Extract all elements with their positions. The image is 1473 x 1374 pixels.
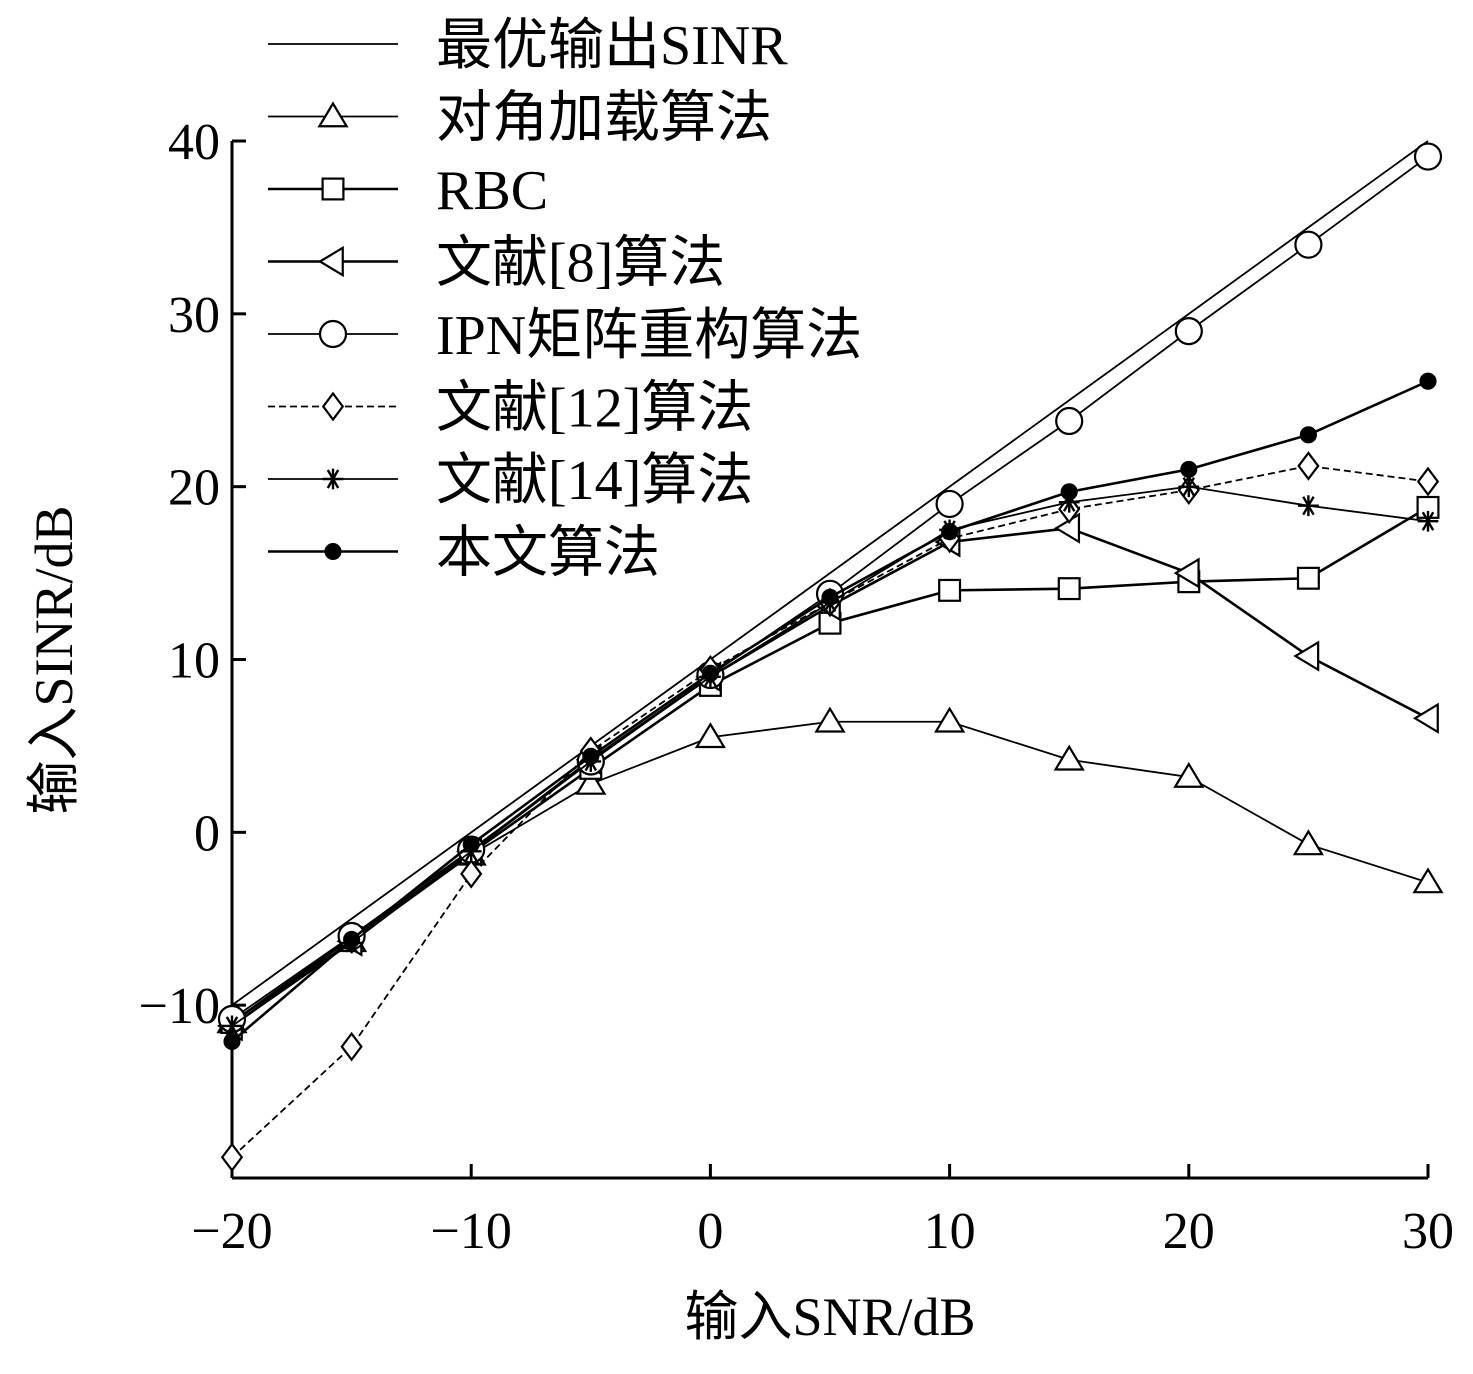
data-point [1412,702,1439,734]
legend-marker [321,391,345,422]
data-point [694,722,726,749]
legend-label: 文献[12]算法 [436,378,753,440]
data-point [821,588,839,606]
data-point [814,706,846,733]
x-tick-label: 0 [697,1203,723,1260]
y-tick-label: 0 [194,805,220,862]
legend-item: 对角加载算法 [268,88,772,150]
data-point [1173,557,1200,589]
legend-item: IPN矩阵重构算法 [268,305,862,367]
data-point [1292,829,1324,856]
legend-item: 最优输出SINR [268,15,788,77]
series-line [231,720,1429,1024]
series-0 [231,140,1429,1006]
legend-label: 对角加载算法 [436,88,772,150]
data-point [343,930,361,949]
data-point [1297,451,1320,481]
data-point [701,664,719,682]
y-tick-label: 20 [168,460,220,517]
data-point [941,523,959,541]
data-point [1416,466,1440,497]
axes: −20 −10 0 10 20 30 −10 0 10 20 30 40 [139,114,1454,1260]
data-point [1060,483,1078,501]
data-point [340,1031,363,1062]
x-tick-label: −10 [431,1203,512,1260]
x-tick-label: 30 [1402,1203,1454,1260]
data-point [1293,640,1320,672]
legend-item: 文献[12]算法 [268,378,753,440]
legend-label: 文献[14]算法 [436,450,753,512]
series-line [231,140,1429,1006]
x-tick-label: 20 [1163,1203,1215,1260]
legend-label: 文献[8]算法 [436,233,725,295]
legend-label: IPN矩阵重构算法 [436,305,862,367]
series-2 [220,495,1440,1034]
legend-item: 文献[8]算法 [268,233,725,295]
data-point [1417,510,1439,532]
legend-marker [317,245,344,278]
data-point [582,747,600,765]
data-point [1053,744,1085,771]
data-point [1057,577,1081,601]
data-point [1419,372,1437,390]
series-line [231,485,1429,1027]
series-5 [220,451,1440,1173]
series-6 [221,476,1439,1037]
data-point [221,1015,243,1037]
legend-marker [321,177,345,201]
data-point [1180,460,1198,478]
data-point [220,1142,244,1173]
x-tick-label: 10 [924,1203,976,1260]
legend-marker [322,468,344,490]
legend-item: 本文算法 [268,523,660,585]
y-tick-label: 30 [168,287,220,344]
data-point [223,1032,241,1051]
data-point [575,768,607,795]
y-tick-label: 10 [168,633,220,690]
data-point [1413,142,1443,171]
legend-label: RBC [436,160,548,222]
legend-item: 文献[14]算法 [268,450,753,512]
series-layer [216,140,1444,1173]
x-tick-label: −20 [191,1203,272,1260]
y-tick-label: 40 [168,114,220,171]
legend-item: RBC [268,160,548,222]
data-point [1174,317,1203,346]
data-point [1178,476,1200,498]
legend-marker [324,542,342,561]
legend-marker [317,101,349,128]
legend: 最优输出SINR 对角加载算法 RBC 文献[8]算法 IPN矩阵重构算法文献[12]算… [268,15,862,585]
legend-label: 本文算法 [436,523,660,585]
series-7 [223,372,1437,1051]
y-axis-title: 输入SINR/dB [24,505,84,814]
series-1 [216,706,1444,1034]
data-point [1412,867,1444,894]
x-axis-title: 输入SNR/dB [684,1287,975,1347]
data-point [1296,566,1320,590]
legend-marker [318,319,348,349]
data-point [935,489,964,519]
data-point [1298,495,1319,517]
data-point [1294,230,1323,259]
legend-label: 最优输出SINR [436,15,788,77]
data-point [1299,426,1317,444]
data-point [934,706,966,733]
data-point [462,835,480,853]
data-point [460,858,483,889]
data-point [1173,761,1205,788]
y-tick-label: −10 [139,978,220,1035]
data-point [1058,491,1080,513]
data-point [938,578,962,602]
data-point [1055,406,1084,436]
